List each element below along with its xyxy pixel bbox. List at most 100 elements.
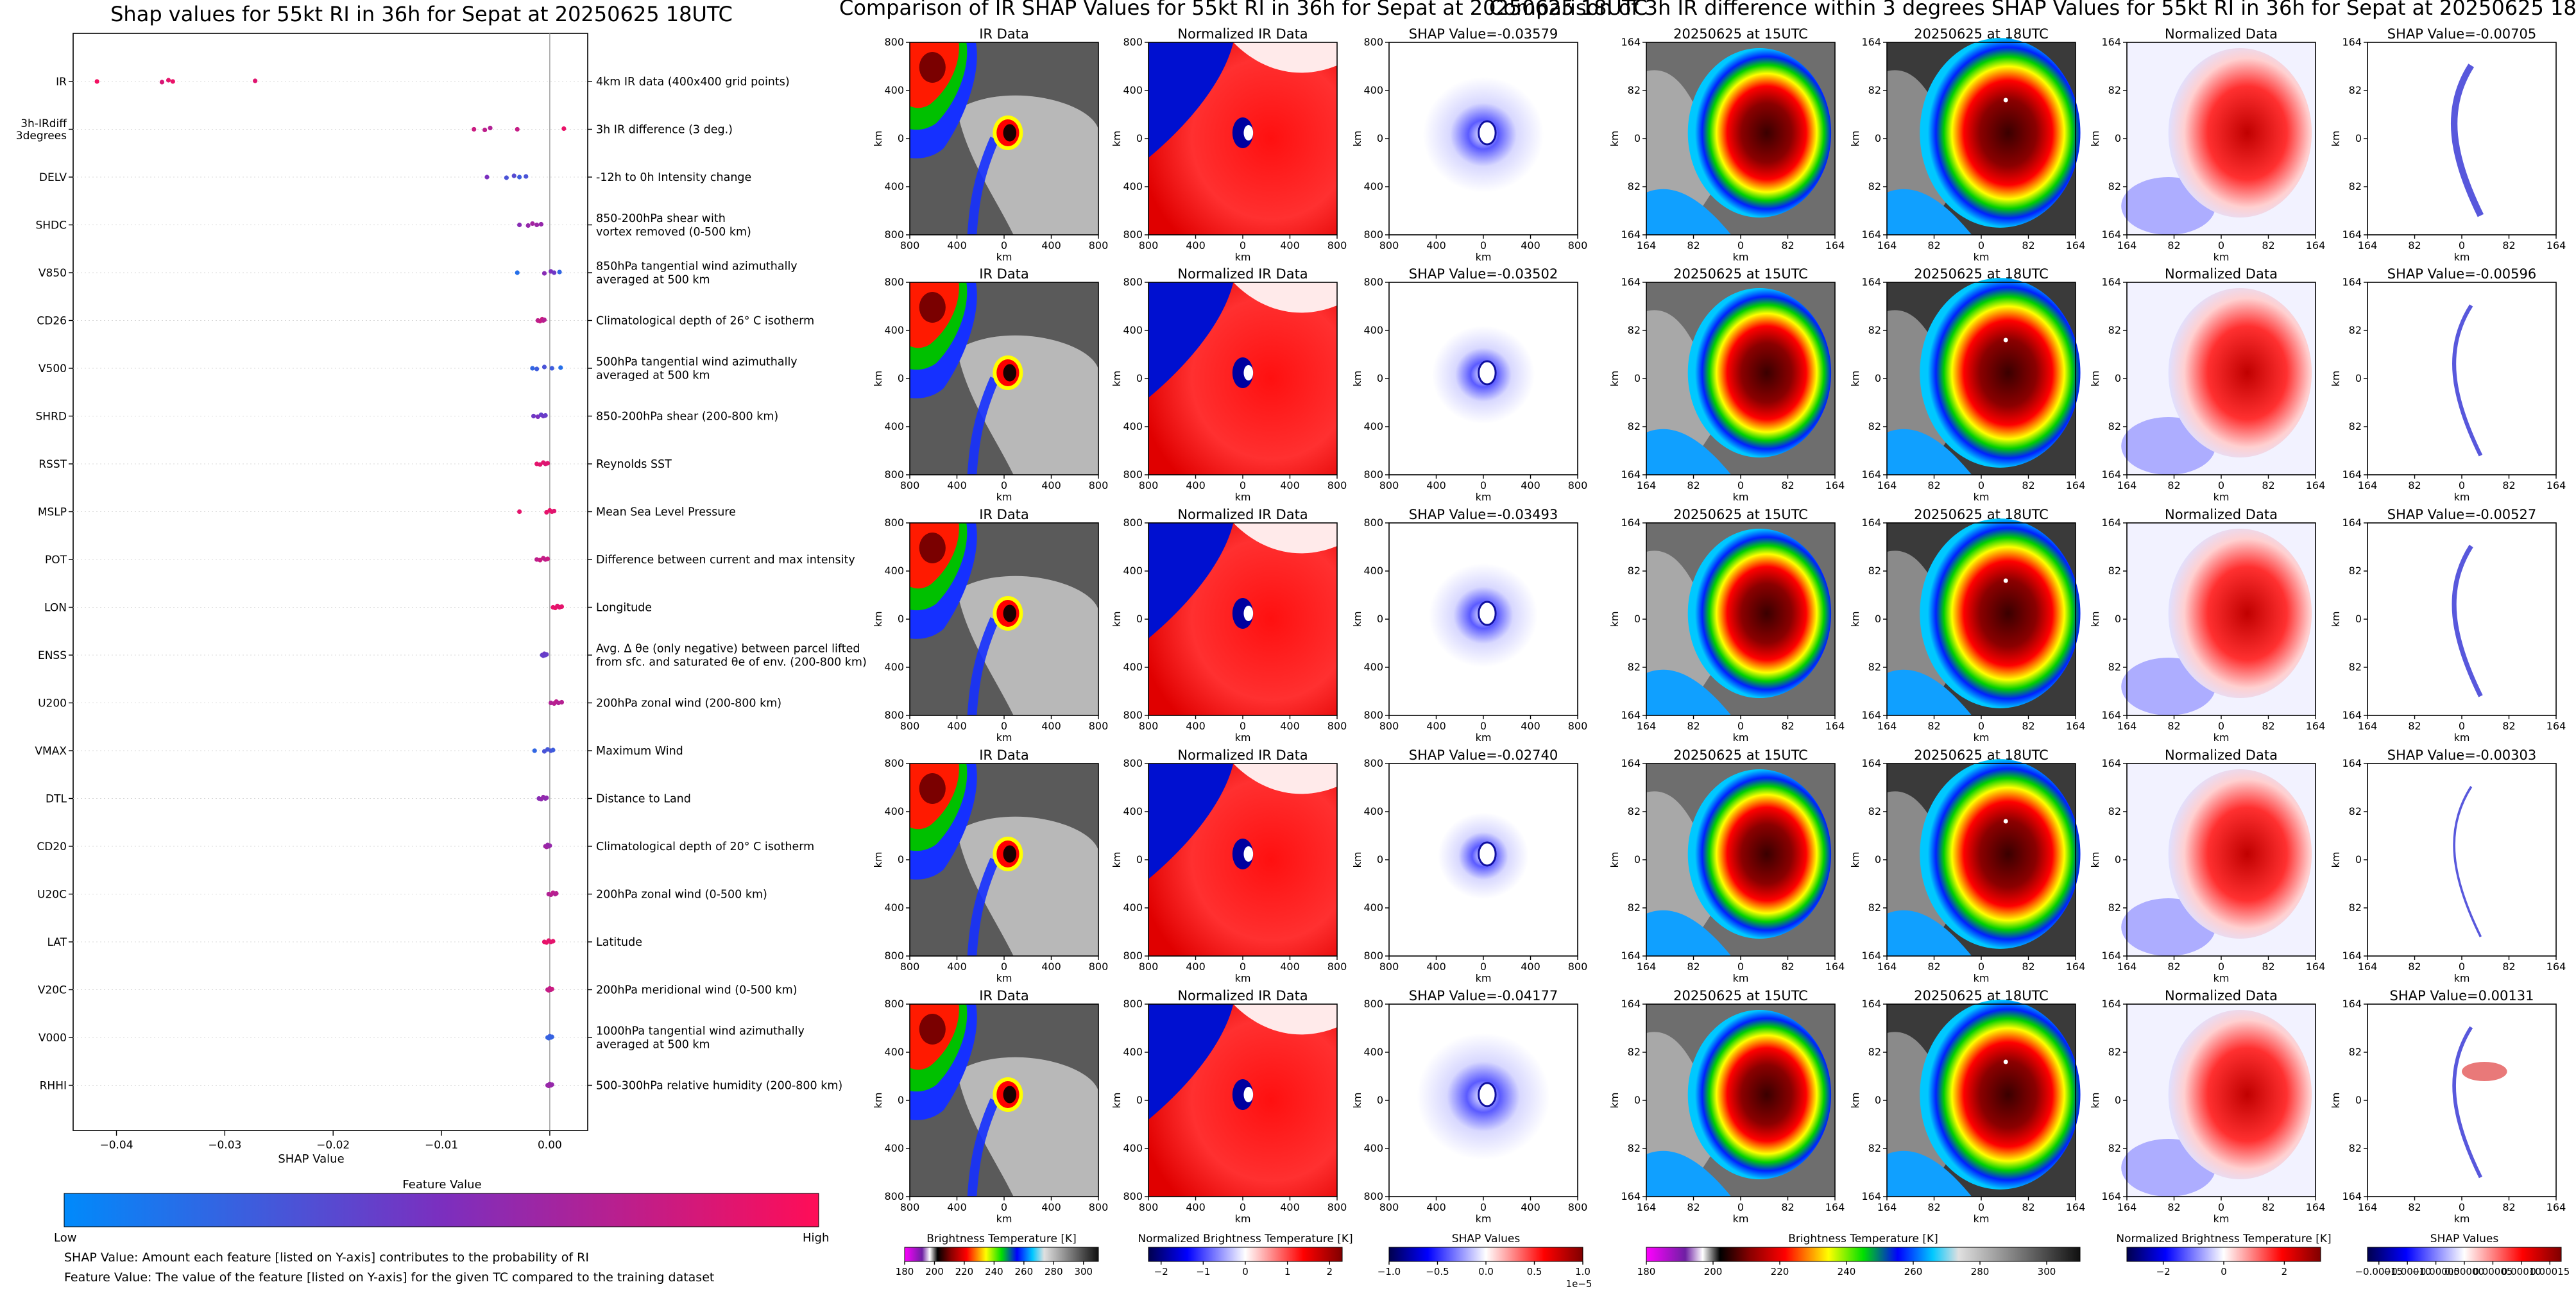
x-axis-label: km [1476,972,1492,984]
y-tick-label: 164 [1621,516,1641,529]
shap-point [561,126,567,132]
y-tick-label: 82 [2349,805,2362,817]
y-tick-label: 400 [1123,324,1143,336]
y-tick-label: 0 [1136,613,1143,625]
y-tick-label: 82 [2108,420,2121,432]
y-tick-label: 82 [1628,324,1641,336]
x-tick-label: 82 [2022,960,2034,973]
y-tick-label: 82 [1628,420,1641,432]
y-tick-label: 400 [884,180,904,192]
diff-lower-band [1887,910,1972,956]
shap-point [550,939,556,944]
x-tick-label: 82 [2167,479,2180,491]
y-tick-label: 800 [884,468,904,481]
norm-cold-region [1148,764,1234,879]
y-tick-label: 400 [1123,565,1143,577]
colorbar-tick-label: 240 [985,1266,1003,1277]
feature-description: averaged at 500 km [596,1039,710,1052]
x-tick-label: 164 [1637,1201,1657,1213]
y-tick-label: 164 [1861,1190,1881,1202]
y-tick-label: 800 [1123,468,1143,481]
shap-point [549,1082,554,1088]
x-tick-label: 82 [1927,239,1940,252]
y-tick-label: 400 [884,1142,904,1154]
ir-rainband [967,1098,1000,1197]
feature-description: 200hPa zonal wind (200-800 km) [596,697,781,710]
x-tick-label: 164 [1825,960,1845,973]
ir-rainband [967,377,1000,475]
x-tick-label: 400 [1041,479,1061,491]
x-tick-label: 82 [1687,239,1700,252]
ir-rainband [967,137,1000,235]
colorbar-tick-label: −0.00010 [2384,1266,2432,1277]
y-tick-label: 800 [884,516,904,529]
x-axis-label: km [1235,972,1251,984]
shap-point [552,270,557,275]
summary-title: Shap values for 55kt RI in 36h for Sepat… [110,2,733,26]
x-tick-label: 0 [1240,960,1246,973]
x-axis-label: km [1235,731,1251,744]
x-tick-label: 164 [1877,960,1897,973]
x-tick-label: 82 [2408,720,2421,732]
x-tick-label: 0 [2459,1201,2465,1213]
feature-description: Mean Sea Level Pressure [596,506,736,519]
y-axis-label: km [1849,1093,1861,1109]
x-tick-label: 0 [1737,239,1744,252]
panel-title: Normalized IR Data [1177,26,1308,42]
panel-title: 20250625 at 15UTC [1673,747,1808,763]
y-tick-label: 164 [1621,468,1641,481]
shap-point [166,78,171,83]
y-tick-label: 400 [884,661,904,673]
y-tick-label: 164 [2101,950,2121,962]
x-tick-label: 400 [1186,720,1206,732]
feature-description: Distance to Land [596,793,691,806]
shap-eye [1478,1082,1497,1107]
diff-lower-band [1646,910,1732,956]
x-tick-label: 82 [1687,960,1700,973]
norm-eye [1243,606,1254,621]
y-tick-label: 800 [1363,276,1383,288]
feature-description: Latitude [596,936,642,949]
y-axis-label: km [1351,131,1363,147]
feature-value-high: High [803,1231,829,1245]
y-tick-label: 164 [2342,228,2362,241]
feature-label: 3degrees [16,130,67,142]
y-tick-label: 0 [1377,853,1383,866]
panel-title: 20250625 at 18UTC [1914,747,2049,763]
feature-description: 3h IR difference (3 deg.) [596,124,733,137]
y-tick-label: 0 [1377,613,1383,625]
x-tick-label: 400 [1280,479,1300,491]
y-tick-label: 82 [2349,565,2362,577]
colorbar-tick-label: 240 [1838,1266,1856,1277]
x-tick-label: −0.03 [208,1139,241,1152]
colorbar-tick-label: 0.00010 [2502,1266,2541,1277]
y-tick-label: 400 [1363,805,1383,817]
panel-title: SHAP Value=-0.03579 [1409,26,1558,42]
norm-storm-core [1232,839,1254,869]
y-tick-label: 800 [884,950,904,962]
x-tick-label: 82 [2502,960,2515,973]
ir-storm-core [1003,604,1017,622]
feature-label: V500 [38,363,67,375]
norm-cold-region [1148,1004,1234,1120]
diff-center-mark [2003,578,2008,583]
shap-point [538,221,543,227]
normdiff-storm [2168,288,2312,457]
shap-point [545,556,550,561]
x-tick-label: 164 [2358,720,2378,732]
x-tick-label: 0 [2218,479,2224,491]
y-tick-label: 164 [1861,36,1881,48]
x-tick-label: 0 [2459,479,2465,491]
y-tick-label: 0 [898,613,904,625]
colorbar-label: Normalized Brightness Temperature [K] [2116,1233,2331,1245]
colorbar-tick-label: 0.00000 [2444,1266,2484,1277]
x-axis-label: km [1476,491,1492,503]
y-tick-label: 0 [1634,853,1641,866]
feature-label: VMAX [35,745,67,758]
x-tick-label: 164 [2117,239,2137,252]
ir-storm-core [1003,364,1017,382]
y-tick-label: 400 [1123,901,1143,914]
x-tick-label: 164 [2358,1201,2378,1213]
x-tick-label: 800 [1327,479,1347,491]
y-axis-label: km [2330,852,2342,868]
